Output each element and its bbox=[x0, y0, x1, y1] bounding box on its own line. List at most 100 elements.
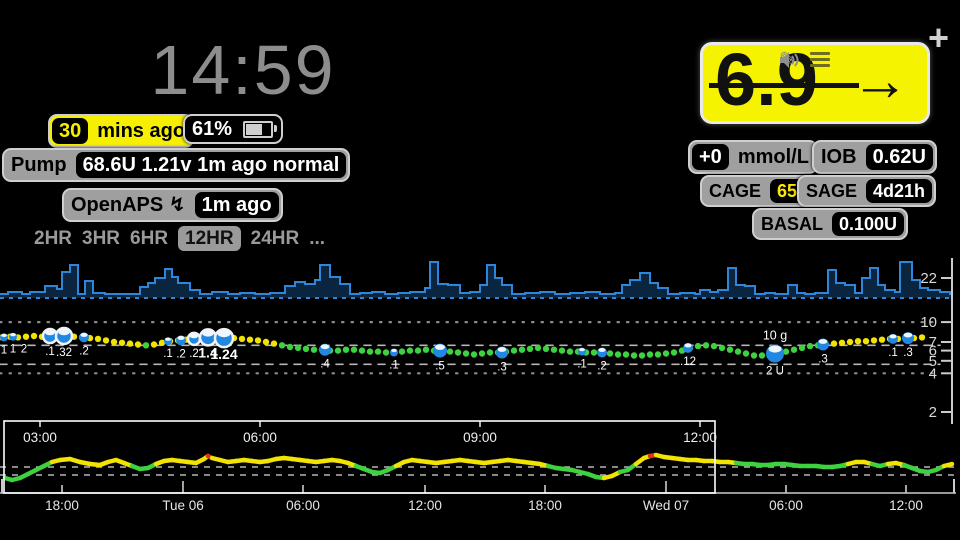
glucose-dot bbox=[246, 336, 254, 343]
bolus-marker-cap bbox=[320, 344, 330, 350]
glucose-dot bbox=[366, 348, 374, 355]
glucose-dot bbox=[518, 346, 526, 353]
glucose-focus-chart: 1 1 2.1.32.2.1.2.2 1.41.24.4.1.5.3.1.2.122 … bbox=[0, 258, 953, 424]
pump-status-pill[interactable]: Pump 68.6U 1.21v 1m ago normal bbox=[2, 148, 351, 182]
range-24hr[interactable]: 24HR bbox=[250, 228, 300, 249]
glucose-dot bbox=[870, 337, 878, 344]
brush-rectangle[interactable] bbox=[3, 420, 716, 494]
glucose-dot bbox=[94, 335, 102, 343]
range-3hr[interactable]: 3HR bbox=[82, 228, 121, 249]
reading-age-pill[interactable]: 30 mins ago bbox=[48, 114, 195, 148]
menu-icon[interactable] bbox=[809, 49, 830, 70]
y-axis-label: 10 bbox=[920, 314, 937, 331]
glucose-dot bbox=[478, 350, 486, 357]
range-6hr[interactable]: 6HR bbox=[130, 228, 169, 249]
y-axis-label: 7 bbox=[929, 334, 937, 351]
bolus-marker-cap bbox=[579, 348, 585, 352]
battery-percent: 61% bbox=[192, 118, 233, 140]
glucose-dot bbox=[374, 348, 382, 355]
glucose-dot bbox=[270, 340, 278, 347]
bolus-marker-cap bbox=[58, 328, 70, 336]
basal-pill[interactable]: BASAL 0.100U bbox=[752, 208, 909, 240]
bolus-marker-cap bbox=[903, 332, 913, 338]
glucose-dot bbox=[486, 349, 494, 356]
battery-pill[interactable]: 61% bbox=[183, 114, 284, 144]
glucose-dot bbox=[542, 345, 550, 352]
treatment-label: 2 bbox=[21, 344, 27, 356]
speaker-icon[interactable] bbox=[779, 51, 801, 69]
glucose-dot bbox=[126, 340, 134, 347]
treatment-label: .2 bbox=[189, 348, 199, 360]
bolus-marker-cap bbox=[45, 329, 55, 336]
treatment-label: .12 bbox=[680, 356, 696, 368]
glucose-dot bbox=[350, 346, 358, 353]
glucose-dot bbox=[30, 332, 38, 340]
iob-value: 0.62U bbox=[865, 144, 933, 170]
bolus-marker-cap bbox=[598, 348, 606, 352]
focus-axis-label: 09:00 bbox=[463, 430, 497, 445]
glucose-dot bbox=[622, 351, 630, 358]
y-axis-label: 22 bbox=[920, 270, 937, 287]
bg-value-box[interactable]: 6.9 → ✎ bbox=[700, 38, 930, 124]
glucose-dot bbox=[398, 348, 406, 355]
time-range-selector: 2HR 3HR 6HR 12HR 24HR... bbox=[34, 226, 335, 251]
treatment-label: .2 bbox=[597, 361, 607, 373]
bolus-marker-cap bbox=[684, 343, 692, 348]
trend-arrow-icon: → bbox=[851, 48, 909, 113]
range-...[interactable]: ... bbox=[309, 228, 326, 249]
sage-pill[interactable]: SAGE 4d21h bbox=[797, 175, 937, 207]
battery-icon bbox=[243, 120, 278, 138]
glucose-dot bbox=[614, 351, 622, 358]
glucose-dot bbox=[654, 351, 662, 358]
glucose-dot bbox=[734, 348, 742, 355]
glucose-dot bbox=[918, 334, 926, 341]
glucose-dot bbox=[566, 348, 574, 355]
treatment-label: .2 bbox=[176, 348, 186, 360]
glucose-dot bbox=[334, 347, 342, 354]
glucose-dot bbox=[534, 344, 542, 352]
glucose-dot bbox=[422, 346, 430, 353]
glucose-dot bbox=[294, 344, 302, 352]
range-12hr[interactable]: 12HR bbox=[178, 226, 241, 251]
basal-value: 0.100U bbox=[832, 212, 905, 236]
bolus-marker-cap bbox=[497, 347, 507, 352]
sage-label: SAGE bbox=[806, 181, 858, 201]
glucose-dot bbox=[854, 338, 862, 345]
glucose-dot bbox=[590, 349, 598, 356]
glucose-dot bbox=[846, 338, 854, 346]
treatment-label: .1 bbox=[389, 360, 399, 372]
pump-value: 68.6U 1.21v 1m ago normal bbox=[75, 152, 347, 178]
context-axis-label: 12:00 bbox=[408, 498, 442, 513]
treatment-label: .3 bbox=[818, 354, 828, 366]
loop-icon: ↯ bbox=[168, 194, 186, 216]
treatment-label: 1 bbox=[10, 344, 16, 356]
glucose-dot bbox=[550, 346, 558, 353]
bg-strikethrough bbox=[709, 83, 859, 88]
glucose-dot bbox=[342, 346, 350, 353]
glucose-dot bbox=[454, 349, 462, 356]
bolus-marker-cap bbox=[165, 337, 171, 341]
treatment-label: .1 bbox=[888, 347, 898, 359]
glucose-dot bbox=[806, 342, 814, 350]
glucose-dot bbox=[414, 347, 422, 354]
glucose-dot bbox=[878, 336, 886, 343]
openaps-status-pill[interactable]: OpenAPS ↯ 1m ago bbox=[62, 188, 283, 222]
range-2hr[interactable]: 2HR bbox=[34, 228, 73, 249]
treatment-label: 1.24 bbox=[210, 346, 237, 362]
bolus-marker-cap bbox=[435, 344, 445, 350]
glucose-dot bbox=[286, 343, 294, 351]
openaps-label: OpenAPS bbox=[71, 194, 164, 216]
delta-value: +0 bbox=[692, 144, 729, 170]
glucose-dot bbox=[694, 342, 702, 350]
glucose-dot bbox=[646, 351, 654, 358]
glucose-dot bbox=[606, 350, 614, 357]
glucose-dot bbox=[750, 352, 758, 359]
bolus-marker-cap bbox=[80, 332, 88, 337]
glucose-dot bbox=[638, 352, 646, 359]
glucose-dot bbox=[726, 346, 734, 353]
bolus-marker-cap bbox=[391, 348, 397, 353]
delta-pill[interactable]: +0 mmol/L bbox=[688, 140, 818, 174]
treatment-label: .2 bbox=[79, 345, 89, 357]
iob-pill[interactable]: IOB 0.62U bbox=[812, 140, 937, 174]
glucose-dot bbox=[110, 338, 118, 346]
